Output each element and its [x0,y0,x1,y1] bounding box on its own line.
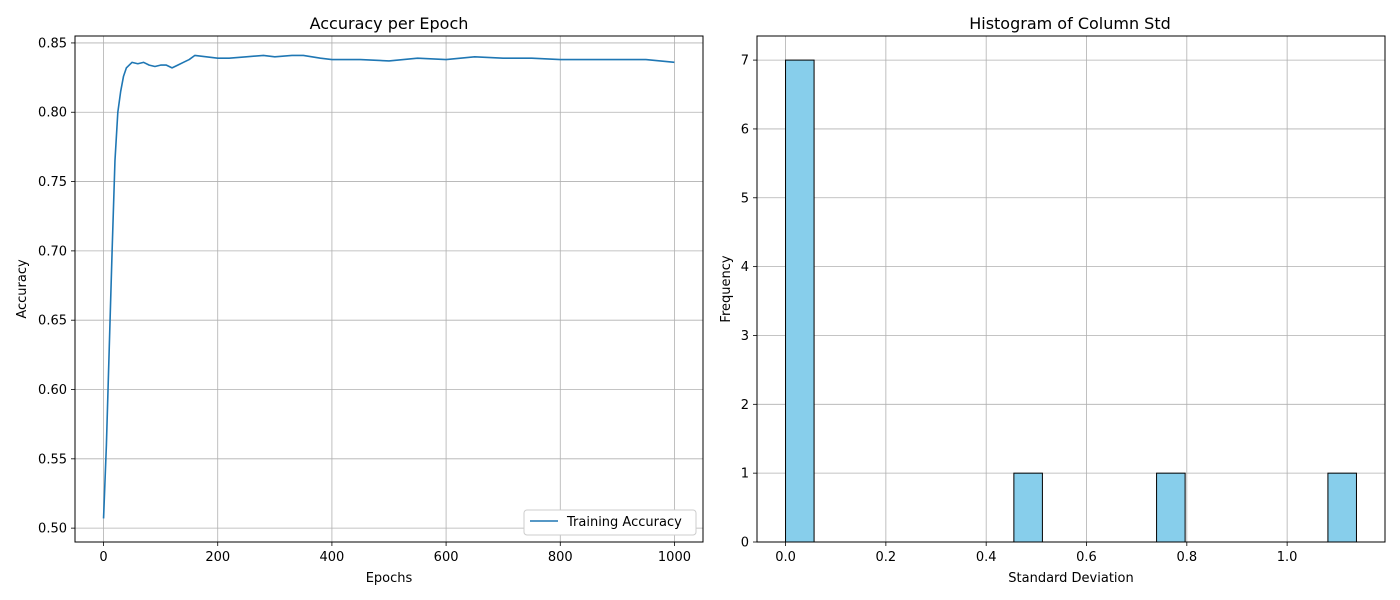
y-tick-label: 0.70 [38,244,67,259]
y-tick-label: 0.50 [38,522,67,537]
y-tick-label: 7 [741,54,749,69]
histogram-bar [1156,472,1186,543]
y-tick-label: 0 [741,536,749,551]
legend: Training Accuracy [523,509,697,536]
x-tick-label: 0.6 [1076,550,1097,565]
histogram-bar [785,59,815,543]
y-tick-label: 6 [741,122,749,137]
x-tick-label: 0.8 [1176,550,1197,565]
y-tick-label: 0.80 [38,106,67,121]
x-tick-label: 800 [548,550,573,565]
y-tick-label: 2 [741,398,749,413]
y-tick-label: 3 [741,329,749,344]
chart-title: Histogram of Column Std [969,14,1171,33]
grid [757,36,1385,543]
y-tick-label: 0.75 [38,175,67,190]
x-tick-label: 0.4 [976,550,997,565]
x-tick-label: 0.0 [775,550,796,565]
x-tick-label: 200 [205,550,230,565]
accuracy-chart: Accuracy per Epoch 0 200 400 600 800 1000 0.50… [15,14,704,586]
y-tick-label: 0.55 [38,452,67,467]
x-tick-label: 0.2 [876,550,897,565]
ticks: 0.0 0.2 0.4 0.6 0.8 1.0 0 1 2 3 4 5 6 7 [741,54,1298,565]
y-tick-label: 0.60 [38,383,67,398]
y-axis-label: Frequency [719,255,734,322]
x-axis-label: Standard Deviation [1008,571,1133,586]
x-tick-label: 400 [319,550,344,565]
y-tick-label: 0.65 [38,314,67,329]
y-axis-label: Accuracy [15,259,30,319]
plot-frame [756,35,1386,543]
histogram-bar [1327,472,1357,543]
x-tick-label: 0 [99,550,107,565]
grid [75,36,703,542]
histogram-chart: Histogram of Column Std 0.0 0.2 0.4 0.6 0.8 1… [719,14,1386,586]
x-tick-label: 1.0 [1277,550,1298,565]
legend-label: Training Accuracy [566,515,682,530]
x-tick-label: 1000 [658,550,691,565]
y-tick-label: 5 [741,191,749,206]
chart-title: Accuracy per Epoch [310,14,469,33]
bars [785,59,1357,543]
y-tick-label: 4 [741,260,749,275]
x-tick-label: 600 [434,550,459,565]
plot-frame [74,35,704,543]
y-tick-label: 0.85 [38,36,67,51]
histogram-bar [1013,472,1043,543]
series-line [102,54,675,519]
y-tick-label: 1 [741,467,749,482]
ticks: 0 200 400 600 800 1000 0.50 0.55 0.60 0.65 0.70 0.7… [38,36,691,565]
legend-box [523,509,697,536]
series [102,54,675,519]
x-axis-label: Epochs [366,571,413,586]
